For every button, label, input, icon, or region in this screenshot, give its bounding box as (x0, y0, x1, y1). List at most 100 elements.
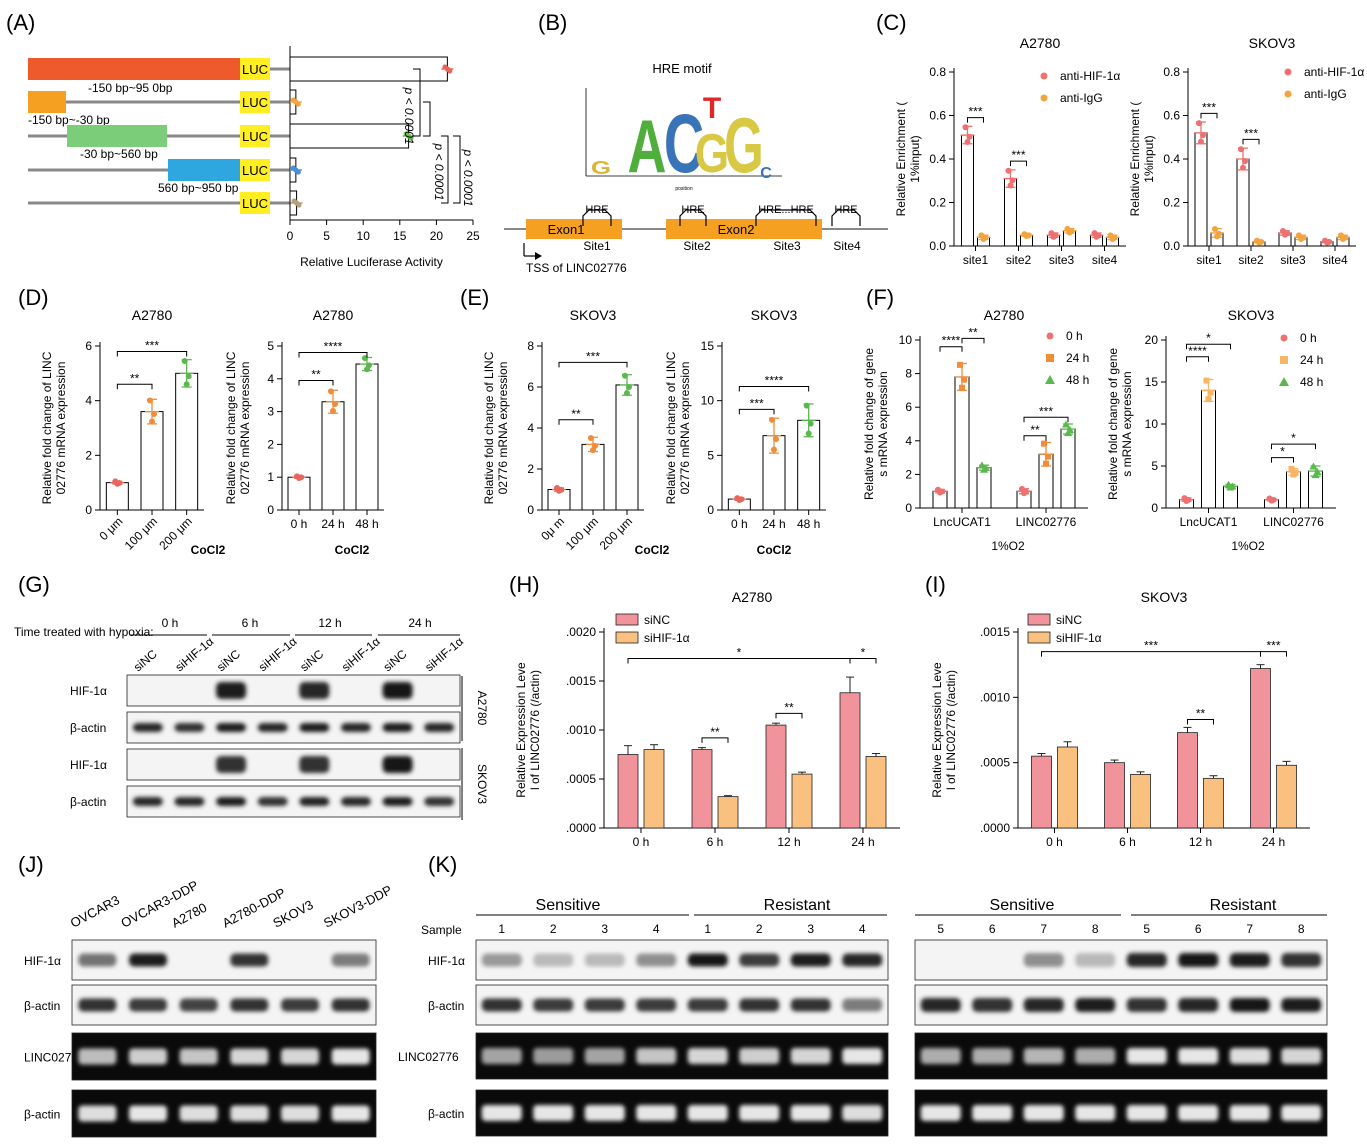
blot-band (174, 797, 205, 806)
tick-label: 0 (707, 503, 714, 517)
data-point (773, 436, 779, 443)
panel-k-labels: Sensitive Resistant Sensitive Resistant … (421, 897, 1327, 937)
blot-band (1178, 1105, 1219, 1121)
legend-swatch (1279, 377, 1289, 386)
bar (1194, 132, 1208, 247)
chart-title: SKOV3 (1249, 35, 1296, 51)
panel-label-e: (E) (460, 285, 489, 310)
tick-label: 15 (1145, 375, 1159, 389)
axis-title-line: 02776 mRNA expression (54, 362, 68, 495)
tick-label: 0 (1151, 501, 1158, 515)
tick-label: 0 (905, 501, 912, 515)
significance-bracket (967, 117, 984, 123)
blot-band (331, 953, 370, 967)
luc-box (240, 159, 270, 181)
category-label: 0 h (633, 835, 650, 849)
blot-band (78, 1048, 117, 1065)
bar (287, 476, 311, 511)
blot-band (216, 797, 247, 806)
gene-diagram: Exon1 Exon2 HRE HRE HRE...HRE HRE Site1 … (504, 204, 888, 275)
panel-label-h: (H) (509, 572, 540, 597)
luc-box (240, 58, 270, 80)
legend-label: 0 h (1066, 329, 1083, 343)
time-point: 6 h (242, 616, 259, 630)
significance-label: *** (1244, 126, 1258, 140)
data-point (1023, 232, 1030, 239)
time-point: 24 h (408, 616, 431, 630)
tick-label: 1 (267, 470, 274, 484)
sample-number: 2 (550, 922, 557, 936)
bar (691, 749, 713, 829)
site-label: Site4 (833, 239, 861, 253)
category-label: site1 (963, 253, 989, 267)
blot-band (230, 1048, 269, 1065)
data-point (1340, 236, 1346, 243)
luc-box (240, 125, 270, 147)
blot-band (481, 953, 522, 967)
blot-band (1178, 1048, 1219, 1064)
data-point (966, 133, 973, 140)
tick-label: 6 (85, 339, 92, 353)
blot-band (481, 998, 522, 1012)
category-label: 24 h (851, 835, 874, 849)
sample-number: 8 (1092, 922, 1099, 936)
tick-label: .0010 (566, 723, 596, 737)
panel-label-a: (A) (6, 10, 35, 35)
bar (289, 123, 410, 149)
blot-band (299, 682, 330, 699)
blot-band (739, 1105, 780, 1121)
bar (976, 467, 992, 509)
significance-bracket (298, 352, 368, 358)
data-point (1196, 120, 1202, 127)
data-point (147, 397, 153, 404)
significance-bracket (738, 408, 775, 415)
category-label: LINC02776 (1263, 515, 1324, 529)
sample-number: 4 (859, 922, 866, 936)
construct-bar-1 (28, 58, 240, 80)
tick-label: 5 (267, 339, 274, 353)
blot-band (790, 1048, 831, 1064)
tick-label: .0000 (566, 821, 596, 835)
tick-label: .0020 (566, 625, 596, 639)
significance-bracket (701, 737, 729, 743)
blot-row-label: HIF-1α (70, 758, 107, 772)
tick-label: 0.2 (1163, 196, 1180, 210)
blot-band (382, 682, 413, 699)
xaxis-title: CoCl2 (191, 543, 226, 557)
blot-band (281, 1105, 319, 1122)
motif-title: HRE motif (652, 61, 712, 76)
data-point (1298, 236, 1304, 243)
data-point (181, 358, 188, 365)
blot-band (216, 723, 247, 732)
blot-frame (71, 1089, 377, 1138)
data-point (1183, 497, 1190, 504)
data-point (588, 434, 594, 441)
data-point (447, 68, 453, 74)
tick-label: 3 (267, 405, 274, 419)
blot-row-label: HIF-1α (428, 954, 465, 968)
significance-bracket (558, 419, 594, 425)
data-point (1041, 440, 1047, 447)
blot-row-label: HIF-1α (70, 684, 107, 698)
axis-title-line: Relative fold change of LINC (664, 351, 678, 504)
legend-label: anti-IgG (1060, 91, 1103, 105)
site-label: Site3 (773, 239, 801, 253)
exon2-box (666, 219, 822, 239)
tick-label: 5 (707, 448, 714, 462)
blot-band (179, 998, 218, 1012)
category-label: 24 h (1262, 835, 1285, 849)
tick-label: 6 (905, 400, 912, 414)
blot-band (533, 998, 574, 1012)
luc-label: LUC (242, 163, 268, 178)
data-point (1021, 490, 1027, 497)
bar (961, 134, 974, 247)
significance-label: ** (784, 700, 794, 714)
blot-band (132, 723, 163, 732)
blot-band (687, 953, 728, 967)
blot-band (129, 953, 167, 967)
tss-label: TSS of LINC02776 (526, 261, 627, 275)
data-point (1066, 229, 1073, 236)
blot-band (584, 998, 625, 1012)
tick-label: 25 (466, 229, 480, 243)
blot-band (790, 998, 831, 1012)
